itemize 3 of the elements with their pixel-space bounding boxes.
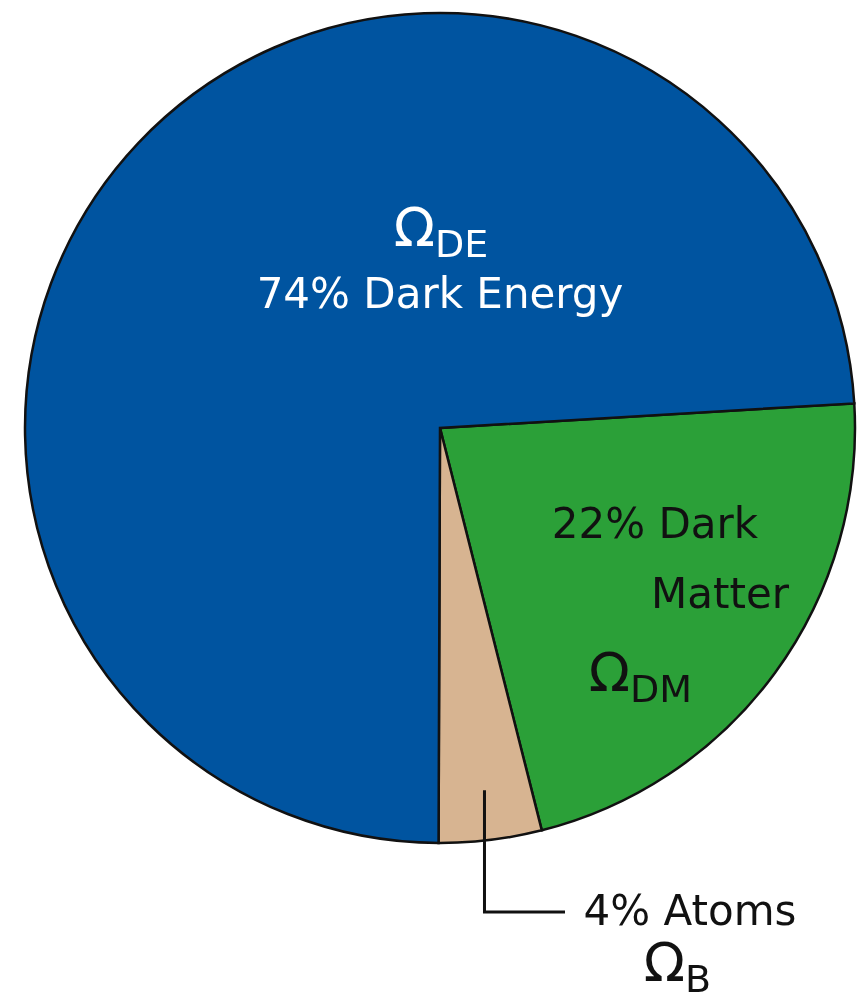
slice-label: 4% Atoms: [583, 886, 797, 935]
slice-label: 74% Dark Energy: [256, 269, 624, 318]
slice-label: 22% Dark Matter: [551, 499, 790, 618]
